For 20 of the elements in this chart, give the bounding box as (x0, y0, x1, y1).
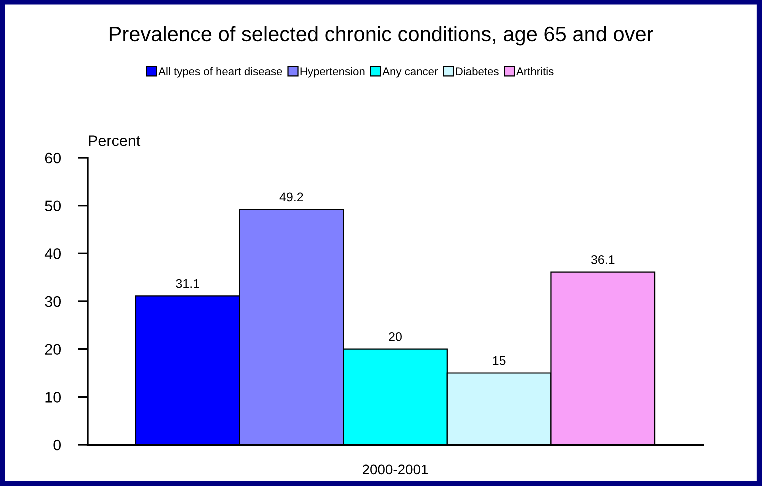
data-label: 15 (493, 356, 506, 366)
y-tick-label: 50 (45, 200, 62, 212)
data-label: 31.1 (176, 279, 200, 288)
x-tick-label: 2000-2001 (362, 464, 428, 475)
y-axis-title: Percent (89, 136, 141, 146)
legend-label: Arthritis (516, 67, 554, 76)
data-label: 49.2 (280, 192, 304, 202)
y-tick-label: 40 (44, 248, 62, 260)
y-tick-label: 60 (45, 152, 62, 164)
legend-label: Diabetes (456, 67, 499, 76)
data-label: 20 (389, 332, 402, 342)
legend-label: All types of heart disease (158, 67, 282, 78)
legend-label: Hypertension (300, 67, 365, 78)
y-tick-label: 10 (46, 392, 62, 403)
chart-title: Prevalence of selected chronic conditions, age 65 and over (110, 26, 654, 46)
data-label: 36.1 (591, 255, 615, 264)
y-tick-label: 20 (45, 344, 62, 356)
y-tick-label: 30 (45, 296, 62, 308)
y-tick-label: 0 (54, 440, 62, 451)
legend-label: Any cancer (382, 68, 438, 78)
